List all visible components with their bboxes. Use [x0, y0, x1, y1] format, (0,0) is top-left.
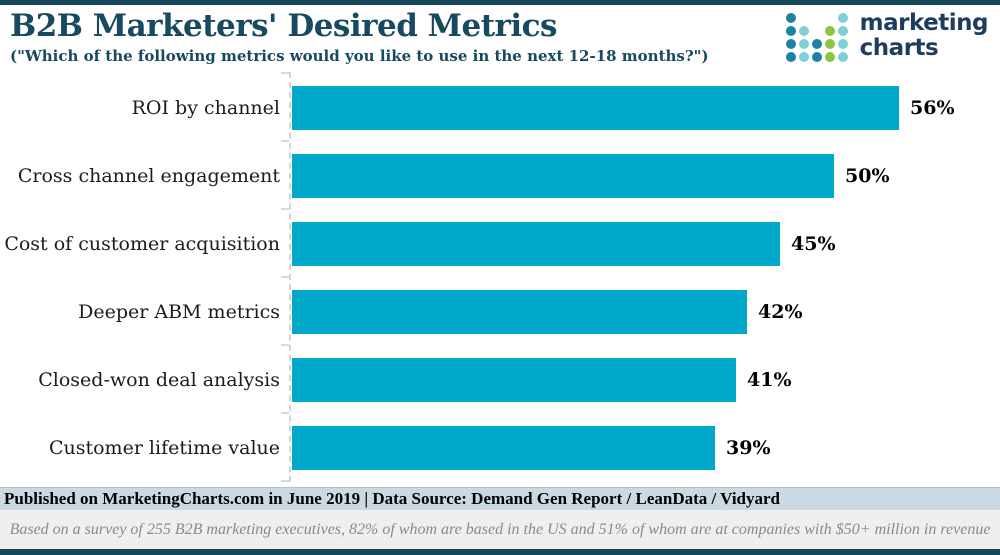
chart-subtitle: ("Which of the following metrics would y…	[10, 47, 709, 65]
logo-dot-empty	[799, 13, 812, 26]
chart-title: B2B Marketers' Desired Metrics	[10, 8, 557, 44]
survey-note: Based on a survey of 255 B2B marketing e…	[0, 510, 1000, 549]
category-label: Customer lifetime value	[48, 437, 280, 459]
bar	[292, 426, 715, 470]
bar	[292, 222, 780, 266]
logo-dot-empty	[812, 26, 825, 39]
logo-dot	[785, 13, 796, 23]
bar-track: 45%	[292, 222, 1000, 266]
category-label: Closed-won deal analysis	[38, 369, 280, 391]
axis-tick	[281, 140, 289, 142]
header: B2B Marketers' Desired Metrics ("Which o…	[10, 5, 989, 65]
title-block: B2B Marketers' Desired Metrics ("Which o…	[10, 5, 709, 65]
bar	[292, 290, 747, 334]
logo-dot	[811, 39, 822, 49]
bar-row: Closed-won deal analysis 41%	[0, 358, 1000, 402]
bar	[292, 358, 736, 402]
logo-dot	[837, 13, 848, 23]
logo-dot-empty	[812, 13, 825, 26]
bar-track: 41%	[292, 358, 1000, 402]
published-strip: Published on MarketingCharts.com in June…	[0, 487, 1000, 510]
category-label: Cost of customer acquisition	[4, 233, 280, 255]
logo-dot	[785, 39, 796, 49]
value-label: 42%	[758, 301, 803, 323]
bar	[292, 86, 899, 130]
value-label: 50%	[845, 165, 890, 187]
logo-dot	[798, 52, 809, 62]
logo-dot	[824, 52, 835, 62]
logo-dot	[785, 52, 796, 62]
logo-word-charts: charts	[859, 35, 939, 61]
bar-row: Cost of customer acquisition 45%	[0, 222, 1000, 266]
value-label: 41%	[747, 369, 792, 391]
logo-word-marketing: marketing	[859, 10, 989, 36]
bottom-border	[0, 549, 1000, 555]
logo-dot	[798, 39, 809, 49]
logo-dot	[798, 26, 809, 36]
logo-dot-empty	[825, 13, 838, 26]
logo-dot	[785, 26, 796, 36]
axis-tick	[281, 208, 289, 210]
logo-dot	[837, 26, 848, 36]
bar-row: Deeper ABM metrics 42%	[0, 290, 1000, 334]
logo-dot	[824, 26, 835, 36]
top-border	[0, 0, 1000, 5]
bar-chart: ROI by channel 56% Cross channel engagemen…	[0, 86, 1000, 494]
bar-track: 39%	[292, 426, 1000, 470]
value-label: 56%	[910, 97, 955, 119]
logo-dot	[837, 52, 848, 62]
axis-tick	[281, 276, 289, 278]
category-label: Deeper ABM metrics	[78, 301, 280, 323]
value-label: 45%	[791, 233, 836, 255]
bar-track: 50%	[292, 154, 1000, 198]
axis-line	[289, 72, 291, 482]
axis-tick	[281, 344, 289, 346]
value-label: 39%	[726, 437, 771, 459]
logo-dot	[824, 39, 835, 49]
marketingcharts-logo: marketing charts	[785, 10, 989, 65]
logo-dot	[811, 52, 822, 62]
category-label: ROI by channel	[131, 97, 280, 119]
logo-wordmark: marketing charts	[859, 10, 989, 61]
category-label: Cross channel engagement	[17, 165, 280, 187]
bar	[292, 154, 834, 198]
bar-track: 56%	[292, 86, 1000, 130]
logo-dots-icon	[785, 13, 851, 65]
bar-row: Cross channel engagement 50%	[0, 154, 1000, 198]
bar-row: ROI by channel 56%	[0, 86, 1000, 130]
axis-tick	[281, 72, 289, 74]
bar-track: 42%	[292, 290, 1000, 334]
logo-dot	[837, 39, 848, 49]
axis-tick	[281, 412, 289, 414]
bar-row: Customer lifetime value 39%	[0, 426, 1000, 470]
axis-tick	[281, 480, 289, 482]
